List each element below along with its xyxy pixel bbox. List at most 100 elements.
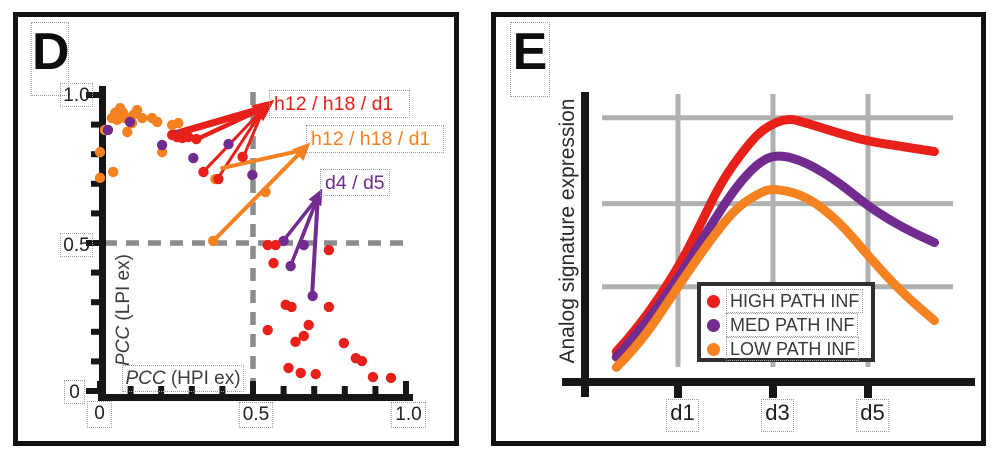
d-point-orange (94, 172, 106, 184)
d-point-red (298, 330, 309, 342)
d-point-red (270, 239, 281, 251)
d-point-red (213, 173, 224, 185)
legend-dot-high (707, 294, 720, 308)
d-point-red (323, 244, 335, 256)
d-xtick-mark (403, 381, 409, 394)
d-ytick-mark (91, 121, 99, 128)
d-arrowhead-orange (292, 142, 311, 161)
d-ytick-mark (91, 358, 99, 365)
d-point-red (310, 368, 321, 380)
d-ytick-1: 1.0 (60, 83, 93, 107)
d-xtick-mark (311, 386, 318, 394)
d-arrow-line-orange (220, 148, 305, 171)
d-point-purple (102, 124, 114, 136)
d-point-red (385, 372, 397, 384)
e-yaxis-label: Analog signature expression (556, 98, 579, 364)
d-xtick-mark (280, 386, 287, 394)
d-xtick-mark (250, 381, 256, 394)
d-point-red (262, 324, 273, 336)
d-ytick-05: 0.5 (60, 233, 93, 257)
d-point-red (356, 355, 368, 367)
legend-label-high: HIGH PATH INF (726, 289, 864, 313)
d-point-orange (156, 146, 168, 158)
d-point-orange (131, 104, 143, 116)
d-xaxis-label-italic: PCC (125, 368, 166, 389)
d-point-orange (152, 116, 163, 128)
d-ytick-mark (91, 210, 99, 217)
d-point-red (198, 166, 209, 178)
annotation-purple-d4-d5: d4 / d5 (320, 169, 390, 196)
d-xtick-mark (341, 386, 348, 394)
d-point-red (183, 131, 194, 143)
d-xaxis-label-rest: (HPI ex) (165, 368, 241, 389)
d-point-red (262, 239, 273, 251)
d-point-orange (173, 117, 184, 129)
d-xtick-mark (97, 381, 103, 394)
d-point-purple (298, 239, 309, 251)
d-point-purple (247, 169, 258, 181)
d-point-red (367, 371, 379, 383)
d-xaxis (98, 394, 413, 401)
e-curve-orange (611, 185, 939, 372)
d-point-purple (307, 290, 318, 302)
legend-row-low: LOW PATH INF (707, 337, 867, 361)
d-ytick-0: 0 (64, 380, 85, 404)
legend: HIGH PATH INF MED PATH INF LOW PATH INF (697, 282, 875, 362)
d-point-orange (107, 166, 119, 178)
d-arrow-line-red (202, 106, 266, 173)
legend-row-med: MED PATH INF (707, 313, 867, 337)
e-xaxis (562, 378, 975, 386)
panel-d-letter: D (31, 22, 70, 96)
d-xtick-mark (372, 386, 379, 394)
d-arrowhead-purple (308, 188, 323, 207)
d-xtick-mark (188, 386, 195, 394)
panel-e-letter: E (510, 22, 550, 97)
e-xtick-mark (769, 386, 777, 398)
panel-d-frame (13, 12, 459, 446)
d-point-purple (156, 139, 168, 151)
d-arrow-line-purple (289, 195, 320, 267)
d-point-red (290, 336, 301, 348)
e-xtick-d1: d1 (666, 399, 699, 432)
d-point-red (237, 151, 248, 163)
e-curve-red (611, 115, 939, 357)
e-xtick-d3: d3 (761, 399, 794, 432)
d-arrow-line-purple (310, 195, 320, 298)
d-point-purple (124, 116, 136, 128)
d-arrowhead-red (250, 99, 275, 122)
d-point-red (283, 362, 294, 374)
e-yaxis (581, 92, 589, 397)
d-arrow-line-purple (282, 195, 320, 242)
d-xtick-1: 1.0 (391, 402, 426, 428)
e-xtick-d5: d5 (856, 399, 889, 432)
e-xtick-mark (864, 386, 872, 398)
d-point-red (268, 257, 279, 269)
d-point-orange (111, 114, 123, 126)
d-xaxis-label: PCC (HPI ex) (122, 365, 244, 392)
d-point-red (191, 133, 202, 145)
d-xtick-mark (158, 386, 165, 394)
d-point-purple (278, 235, 289, 247)
d-xtick-mark (127, 386, 134, 394)
legend-dot-low (707, 342, 720, 356)
d-point-orange (208, 235, 219, 247)
d-point-red (303, 319, 314, 331)
d-point-purple (285, 260, 296, 272)
d-xtick-mark (219, 386, 226, 394)
d-point-purple (188, 152, 199, 164)
d-point-red (338, 337, 350, 349)
d-point-purple (223, 138, 234, 150)
d-point-orange (260, 186, 271, 198)
d-point-red (295, 367, 306, 379)
d-yaxis-label: PCC (LPI ex) (111, 249, 137, 371)
d-arrow-line-red (194, 105, 267, 142)
d-ytick-mark (91, 180, 99, 187)
d-point-orange (94, 146, 106, 158)
d-yaxis (99, 86, 106, 401)
e-curve-purple (611, 151, 939, 362)
d-arrow-line-red (170, 104, 268, 138)
e-xtick-mark (674, 386, 682, 398)
d-point-orange (137, 112, 148, 124)
